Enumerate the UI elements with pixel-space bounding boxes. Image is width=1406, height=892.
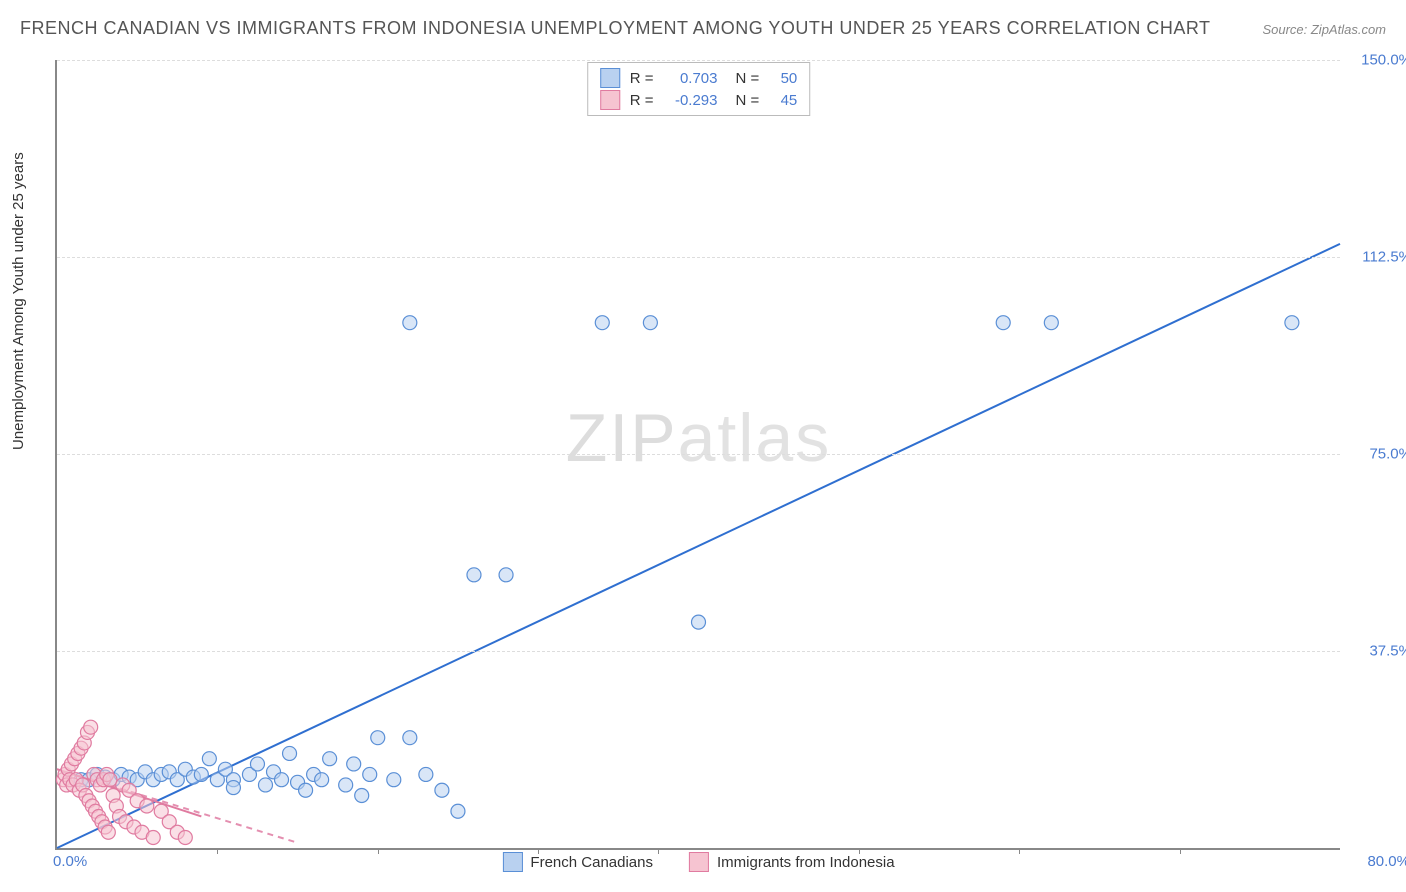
plot-area: ZIPatlas R =0.703N =50R =-0.293N =45 Fre… [55, 60, 1340, 850]
data-point [435, 783, 449, 797]
stat-r-value: -0.293 [664, 92, 718, 109]
stat-r-label: R = [630, 92, 654, 109]
data-point [226, 781, 240, 795]
gridline [57, 60, 1340, 61]
data-point [595, 316, 609, 330]
x-tick-mark [538, 848, 539, 854]
legend-stat-row: R = 0.703 N = 50 [600, 67, 798, 89]
data-point [250, 757, 264, 771]
data-point [299, 783, 313, 797]
data-point [283, 746, 297, 760]
legend-item: Immigrants from Indonesia [689, 852, 895, 872]
data-point [643, 316, 657, 330]
data-point [194, 767, 208, 781]
legend-swatch [600, 90, 620, 110]
legend-swatch [502, 852, 522, 872]
legend-item: French Canadians [502, 852, 653, 872]
y-tick-label: 112.5% [1348, 249, 1406, 266]
gridline [57, 651, 1340, 652]
legend-stat-row: R = -0.293 N = 45 [600, 89, 798, 111]
data-point [347, 757, 361, 771]
data-point [146, 830, 160, 844]
legend-swatch [600, 68, 620, 88]
x-tick-mark [1180, 848, 1181, 854]
data-point [387, 773, 401, 787]
x-tick-mark [859, 848, 860, 854]
data-point [202, 752, 216, 766]
data-point [258, 778, 272, 792]
data-point [103, 773, 117, 787]
data-point [996, 316, 1010, 330]
legend-stats: R = 0.703 N = 50 R = -0.293 N = 45 [587, 62, 811, 116]
x-tick-label: 0.0% [53, 853, 87, 870]
stat-r-value: 0.703 [664, 70, 718, 87]
data-point [467, 568, 481, 582]
data-point [1044, 316, 1058, 330]
x-tick-mark [217, 848, 218, 854]
gridline [57, 257, 1340, 258]
data-point [339, 778, 353, 792]
data-point [101, 825, 115, 839]
data-point [84, 720, 98, 734]
data-point [178, 830, 192, 844]
legend-swatch [689, 852, 709, 872]
data-point [692, 615, 706, 629]
data-point [499, 568, 513, 582]
x-tick-mark [378, 848, 379, 854]
x-tick-mark [1019, 848, 1020, 854]
stat-r-label: R = [630, 70, 654, 87]
source-label: Source: ZipAtlas.com [1262, 22, 1386, 37]
data-point [403, 316, 417, 330]
data-point [355, 788, 369, 802]
data-point [451, 804, 465, 818]
y-axis-label: Unemployment Among Youth under 25 years [10, 152, 27, 450]
data-point [371, 731, 385, 745]
stat-n-label: N = [736, 70, 760, 87]
y-tick-label: 75.0% [1348, 446, 1406, 463]
data-point [419, 767, 433, 781]
legend-label: French Canadians [530, 854, 653, 871]
chart-title: FRENCH CANADIAN VS IMMIGRANTS FROM INDON… [20, 18, 1211, 39]
stat-n-label: N = [736, 92, 760, 109]
chart-container: FRENCH CANADIAN VS IMMIGRANTS FROM INDON… [0, 0, 1406, 892]
x-tick-label: 80.0% [1346, 853, 1406, 870]
data-point [140, 799, 154, 813]
data-point [363, 767, 377, 781]
y-tick-label: 150.0% [1348, 52, 1406, 69]
data-point [403, 731, 417, 745]
legend-label: Immigrants from Indonesia [717, 854, 895, 871]
data-point [323, 752, 337, 766]
data-point [1285, 316, 1299, 330]
trend-line [57, 244, 1340, 848]
data-point [275, 773, 289, 787]
stat-n-value: 45 [769, 92, 797, 109]
legend-series: French Canadians Immigrants from Indonesi… [502, 852, 894, 872]
y-tick-label: 37.5% [1348, 643, 1406, 660]
gridline [57, 454, 1340, 455]
x-tick-mark [658, 848, 659, 854]
stat-n-value: 50 [769, 70, 797, 87]
data-point [315, 773, 329, 787]
